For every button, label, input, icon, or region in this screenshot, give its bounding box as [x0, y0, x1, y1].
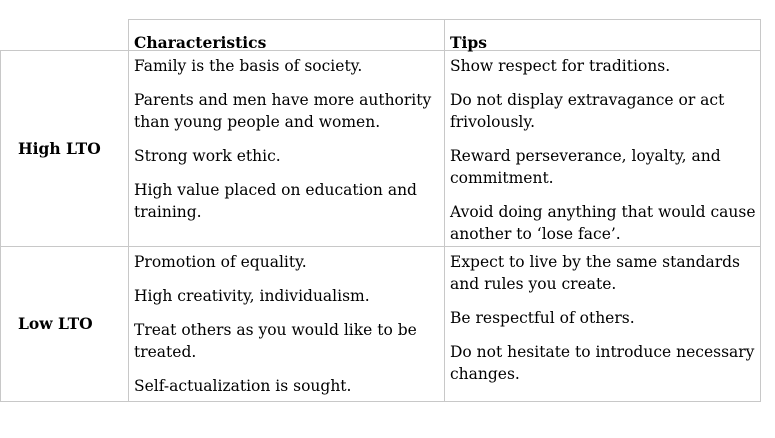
list-item: Self-actualization is sought. — [134, 377, 352, 395]
row-label-high-lto: High LTO — [0, 50, 129, 247]
low-lto-tips: Expect to live by the same standards and… — [444, 246, 761, 402]
list-item: Strong work ethic. — [134, 147, 281, 165]
list-item: Expect to live by the same standards and… — [450, 253, 741, 293]
header-characteristics: Characteristics — [134, 33, 267, 52]
header-characteristics-cell: Characteristics — [128, 19, 445, 52]
list-item: Family is the basis of society. — [134, 57, 363, 75]
list-item: Do not display extravagance or act frivo… — [450, 91, 725, 131]
corner-cell — [0, 19, 129, 51]
list-item: High value placed on education and train… — [134, 181, 417, 221]
low-lto-characteristics: Promotion of equality. High creativity, … — [128, 246, 445, 402]
header-tips: Tips — [450, 33, 487, 52]
table-row-low-lto: Low LTO Promotion of equality. High crea… — [0, 246, 761, 402]
list-item: Reward perseverance, loyalty, and commit… — [450, 147, 721, 187]
list-item: Parents and men have more authority than… — [134, 91, 432, 131]
lto-table: Characteristics Tips High LTO Family is … — [0, 19, 761, 402]
row-label-low-lto: Low LTO — [0, 246, 129, 402]
list-item: High creativity, individualism. — [134, 287, 370, 305]
header-row: Characteristics Tips — [0, 19, 761, 52]
header-tips-cell: Tips — [444, 19, 761, 52]
list-item: Avoid doing anything that would cause an… — [450, 203, 756, 243]
list-item: Do not hesitate to introduce necessary c… — [450, 343, 755, 383]
list-item: Treat others as you would like to be tre… — [134, 321, 417, 361]
table-row-high-lto: High LTO Family is the basis of society.… — [0, 50, 761, 247]
list-item: Promotion of equality. — [134, 253, 307, 271]
high-lto-tips: Show respect for traditions. Do not disp… — [444, 50, 761, 247]
list-item: Show respect for traditions. — [450, 57, 671, 75]
high-lto-characteristics: Family is the basis of society. Parents … — [128, 50, 445, 247]
list-item: Be respectful of others. — [450, 309, 635, 327]
